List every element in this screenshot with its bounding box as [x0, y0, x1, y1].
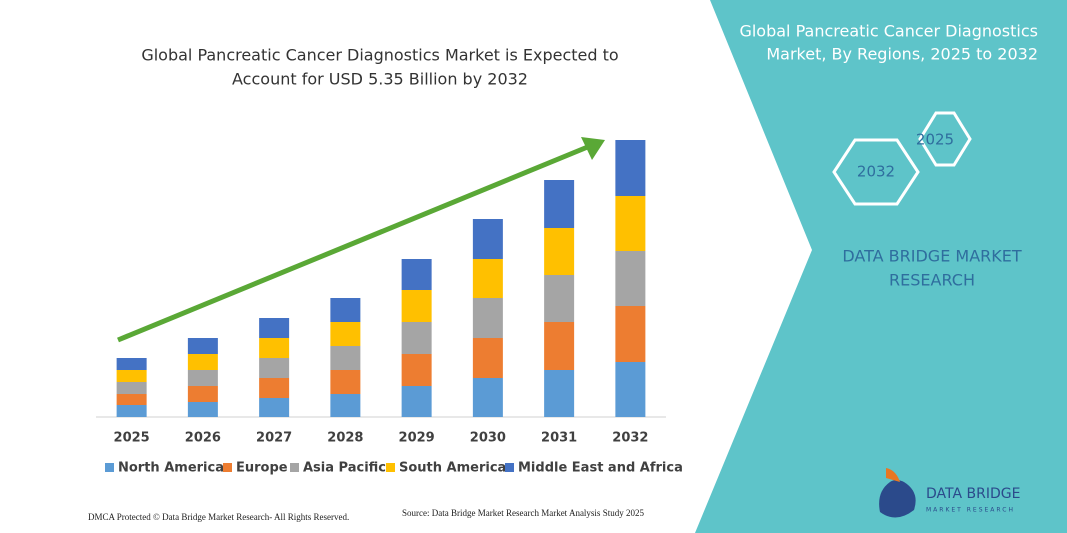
bar-segment — [401, 386, 432, 417]
logo-name: DATA BRIDGE — [926, 486, 1020, 502]
bar-segment — [116, 394, 147, 405]
bar-segment — [472, 259, 503, 298]
chart-title: Account for USD 5.35 Billion by 2032 — [232, 70, 528, 89]
x-tick-label: 2025 — [114, 431, 150, 446]
bar-segment — [401, 354, 432, 386]
legend-swatch — [386, 463, 395, 472]
bar-segment — [544, 322, 575, 370]
bar-segment — [615, 306, 646, 362]
x-tick-label: 2030 — [470, 431, 506, 446]
bar-segment — [401, 259, 432, 290]
legend-label: Middle East and Africa — [518, 461, 683, 476]
bar-segment — [401, 322, 432, 354]
bar-segment — [259, 358, 290, 378]
x-tick-label: 2028 — [327, 431, 363, 446]
logo-icon — [879, 480, 916, 518]
trend-arrow — [117, 143, 591, 343]
bar-segment — [330, 370, 361, 394]
bar-segment — [116, 382, 147, 394]
bar-segment — [330, 394, 361, 417]
bar-segment — [259, 398, 290, 417]
bar-segment — [544, 180, 575, 228]
bar-segment — [544, 275, 575, 322]
hexagon-label: 2032 — [857, 163, 895, 181]
legend-label: Europe — [236, 461, 288, 476]
legend-label: South America — [399, 461, 506, 476]
footer-dmca: DMCA Protected © Data Bridge Market Rese… — [88, 512, 349, 522]
bar-segment — [187, 354, 218, 370]
x-tick-label: 2031 — [541, 431, 577, 446]
bar-segment — [472, 338, 503, 378]
bar-segment — [330, 346, 361, 370]
bar-segment — [187, 338, 218, 354]
logo-tagline: MARKET RESEARCH — [926, 507, 1015, 514]
bar-segment — [259, 338, 290, 358]
trend-arrow-head — [581, 137, 605, 160]
bar-segment — [615, 140, 646, 196]
brand-text: DATA BRIDGE MARKET — [842, 247, 1022, 266]
bar-segment — [259, 318, 290, 338]
bar-segment — [615, 196, 646, 251]
x-tick-label: 2029 — [399, 431, 435, 446]
bar-segment — [187, 402, 218, 417]
legend-label: North America — [118, 461, 224, 476]
bar-segment — [330, 298, 361, 322]
legend-swatch — [290, 463, 299, 472]
bar-segment — [615, 362, 646, 417]
hexagon-label: 2025 — [916, 131, 954, 149]
legend-swatch — [223, 463, 232, 472]
x-tick-label: 2026 — [185, 431, 221, 446]
x-tick-label: 2027 — [256, 431, 292, 446]
bar-segment — [187, 370, 218, 386]
bar-segment — [116, 358, 147, 370]
panel-title: Market, By Regions, 2025 to 2032 — [766, 45, 1038, 64]
legend-label: Asia Pacific — [303, 461, 386, 476]
logo-icon — [886, 468, 900, 482]
hexagon — [832, 138, 920, 206]
bar-segment — [187, 386, 218, 402]
bar-segment — [472, 378, 503, 417]
brand-text: RESEARCH — [889, 271, 975, 290]
bar-segment — [615, 251, 646, 306]
bar-segment — [259, 378, 290, 398]
bar-segment — [330, 322, 361, 346]
bar-segment — [472, 298, 503, 338]
chart-title: Global Pancreatic Cancer Diagnostics Mar… — [141, 46, 618, 65]
bar-segment — [116, 370, 147, 382]
side-panel — [695, 0, 1067, 533]
bar-segment — [544, 228, 575, 275]
plot: 2025 2026 2027 2028 2029 2030 2031 2032 North Am… — [96, 140, 683, 476]
footer-source: Source: Data Bridge Market Research Mark… — [402, 508, 644, 518]
bar-segment — [116, 405, 147, 417]
bar-segment — [472, 219, 503, 259]
legend-swatch — [505, 463, 514, 472]
panel-title: Global Pancreatic Cancer Diagnostics — [739, 22, 1038, 41]
x-tick-label: 2032 — [612, 431, 648, 446]
hexagon — [918, 111, 972, 167]
legend-swatch — [105, 463, 114, 472]
bar-segment — [401, 290, 432, 322]
bar-segment — [544, 370, 575, 417]
